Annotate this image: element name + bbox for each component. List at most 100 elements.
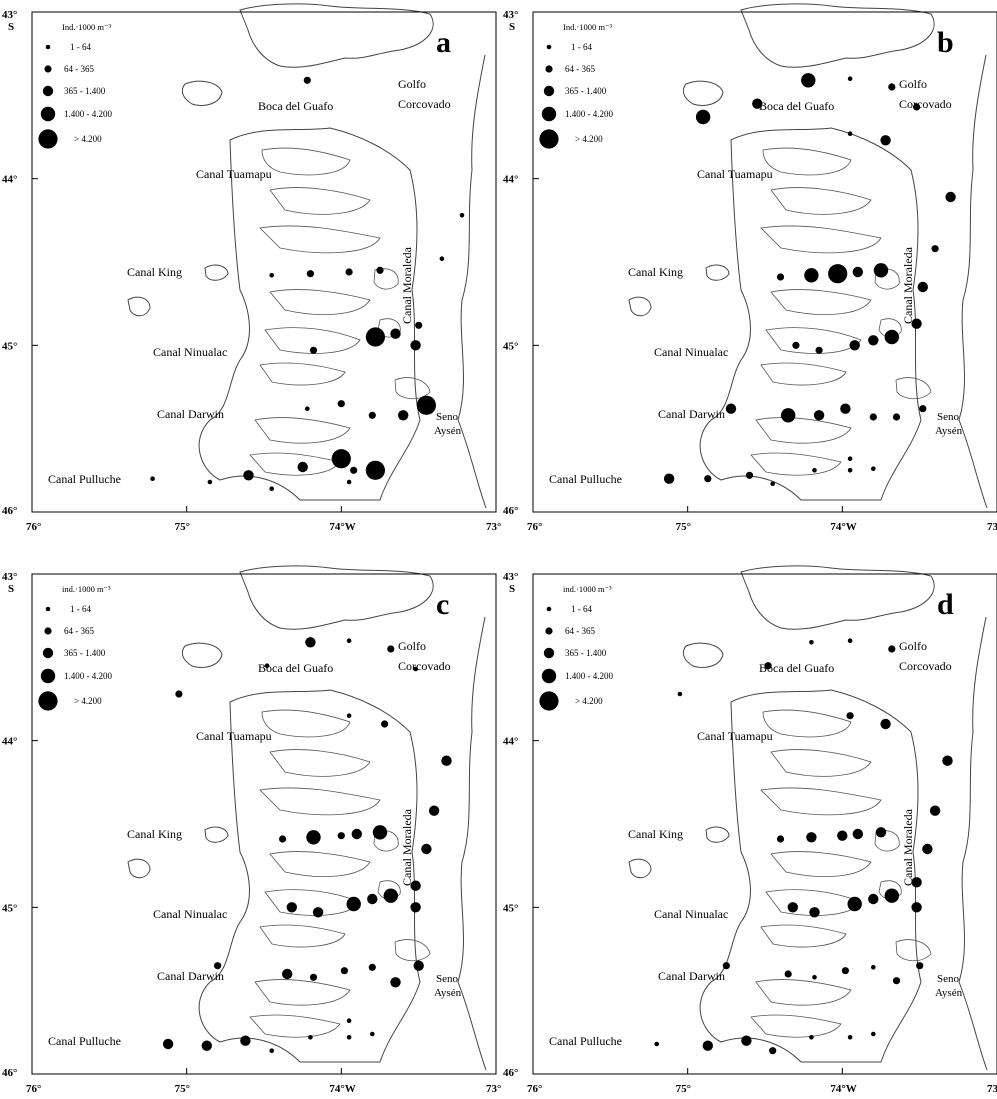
station-marker [175,690,183,698]
legend-entry: 365 - 1.400 [565,86,607,96]
station-marker [745,471,754,479]
station-marker [279,835,287,843]
lat-label: 46° [503,505,518,517]
station-marker [346,1035,352,1040]
place-label: Canal Darwin [658,969,725,983]
station-marker [813,410,825,421]
legend-entry: 1.400 - 4.200 [565,671,613,681]
place-label-moraleda: Canal Moraleda [400,808,414,886]
place-label: Aysén [935,425,963,437]
station-marker [376,266,384,274]
station-marker [416,395,436,415]
station-marker [884,888,899,903]
station-marker [704,475,712,483]
legend-symbol [40,106,56,122]
legend-symbol [545,627,553,635]
place-label: Boca del Guafo [759,661,834,675]
lat-label: 46° [503,1067,518,1079]
station-marker [922,843,933,855]
legend-symbol [543,647,555,659]
station-marker [871,1031,876,1037]
place-label: Canal Pulluche [48,472,121,486]
station-marker [282,968,293,980]
legend-symbol [42,85,54,97]
place-label: Aysén [434,425,462,437]
station-marker [781,408,796,423]
place-label: Canal Tuamapu [697,167,773,181]
station-marker [346,896,361,912]
legend-title: ind.·1000 m⁻³ [62,584,111,594]
station-marker [398,410,409,421]
station-marker [812,975,817,980]
station-marker [873,263,889,278]
legend-entry: > 4.200 [575,134,603,144]
station-marker [725,403,737,414]
lat-label: 44° [2,736,17,748]
lon-label: 73° [987,1083,997,1095]
station-marker [945,191,956,203]
legend-entry: 64 - 365 [64,626,94,636]
station-marker [809,640,814,645]
legend-entry: 1 - 64 [571,42,592,52]
station-marker [868,893,879,905]
station-marker [312,907,324,918]
legend-symbol [543,85,555,97]
place-label: Boca del Guafo [258,661,333,675]
place-label: Canal King [127,827,182,841]
lat-label: 43° [503,571,518,583]
legend-title: Ind.·1000 m⁻³ [62,22,112,32]
station-marker [916,962,924,970]
station-marker [214,962,222,970]
legend-entry: 64 - 365 [565,626,595,636]
station-marker [764,662,772,670]
place-label: Golfo [398,639,426,653]
legend-symbol [541,106,557,122]
place-label-moraleda: Canal Moraleda [901,808,915,886]
station-marker [847,638,853,643]
legend-symbol [44,65,52,73]
legend-symbol [38,691,58,711]
station-marker [346,638,352,643]
place-label: Corcovado [398,659,451,673]
station-marker [847,456,853,462]
map-frame [532,573,997,1075]
legend-title: ind.·1000 m⁻³ [563,584,612,594]
legend-entry: 365 - 1.400 [565,648,607,658]
station-marker [365,460,385,480]
place-label: Canal Darwin [157,407,224,421]
station-marker [892,977,901,985]
station-marker [305,406,310,412]
station-marker [776,273,785,281]
legend-entry: 64 - 365 [565,64,595,74]
station-marker [888,645,896,653]
station-marker [869,413,877,421]
station-marker [911,318,922,329]
map-frame [532,11,997,513]
legend-symbol [38,129,58,149]
lon-label: 73° [486,521,501,533]
station-marker [309,973,318,981]
place-label: Canal Ninualac [153,345,227,359]
lat-label: 43° [2,9,17,21]
legend-symbol [541,668,557,684]
station-marker [410,880,421,891]
lon-label: 75° [175,521,190,533]
station-marker [911,902,922,913]
place-label: Canal Ninualac [654,345,728,359]
station-marker [828,264,848,284]
place-label: Canal King [127,265,182,279]
map-panel-d: 43° 44° 45° 46° S 76° 75° 74°W 73° ind.·1000 m⁻³ 1… [503,565,997,1095]
lon-label: 75° [175,1083,190,1095]
station-marker [663,473,675,484]
station-marker [410,902,421,913]
station-marker [776,835,785,843]
station-marker [769,1047,777,1055]
station-marker [847,468,853,473]
station-marker [370,1031,375,1037]
legend-symbol [40,668,56,684]
station-marker [892,413,901,421]
place-label: Canal King [628,265,683,279]
station-marker [372,825,388,840]
place-label: Golfo [398,77,426,91]
legend-symbol [545,65,553,73]
